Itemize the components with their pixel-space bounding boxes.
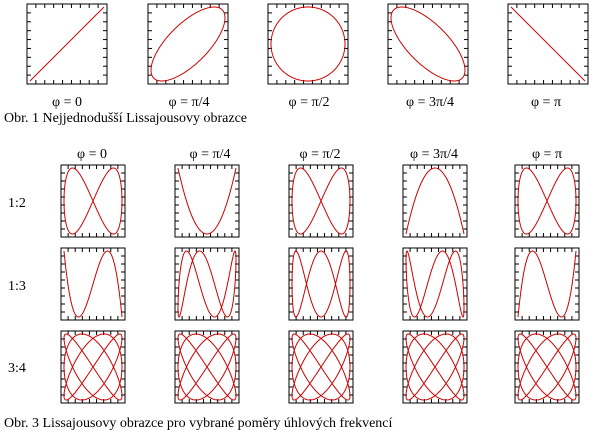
- figure3-panel-r2-c3-frame: [402, 330, 468, 404]
- figure3-panel-r2-c3: [402, 330, 468, 404]
- figure3-panel-r2-c3-curve: [405, 333, 465, 401]
- figure1-panel-2-curve: [270, 6, 346, 82]
- figure3-panel-r2-c4-frame: [514, 330, 580, 404]
- figure3-col-label-4: φ = π: [532, 147, 562, 162]
- figure1-panel-0-curve: [29, 6, 105, 82]
- figure1-panel-4-curve: [510, 6, 586, 82]
- figure1-caption: Obr. 1 Nejjednodušší Lissajousovy obrazc…: [4, 111, 247, 126]
- figure3-panel-r0-c4: [514, 164, 580, 238]
- figure3-panel-r1-c4-ticks: [515, 248, 579, 320]
- figure3-panel-r1-c0: [60, 247, 126, 321]
- figure3-panel-r1-c1-ticks: [175, 248, 239, 320]
- figure3-caption: Obr. 3 Lissajousovy obrazce pro vybrané …: [4, 416, 392, 431]
- figure1-panel-1-curve: [150, 6, 226, 82]
- figure1-label-4: φ = π: [531, 95, 561, 110]
- figure3-panel-r0-c4-frame: [514, 164, 580, 238]
- figure3-row-labels: 1:2 1:3 3:4: [8, 196, 26, 376]
- figure1-panel-4-frame: [507, 3, 589, 85]
- figure3-panel-r0-c1-frame: [174, 164, 240, 238]
- figure1-labels: φ = 0 φ = π/4 φ = π/2 φ = 3π/4 φ = π: [52, 95, 561, 110]
- figure3-panel-r0-c2-curve: [291, 167, 351, 235]
- figure3-panel-r0-c4-curve: [517, 167, 577, 235]
- figure1-panel-3-ticks: [388, 4, 468, 84]
- figure1-panel-0-frame: [26, 3, 108, 85]
- figure1-label-1: φ = π/4: [169, 95, 210, 110]
- figure3-row-label-0: 1:2: [8, 196, 26, 211]
- figure3-col-label-3: φ = 3π/4: [410, 147, 458, 162]
- figure1-panel-3-curve: [390, 6, 466, 82]
- figure3-panel-r1-c1-frame: [174, 247, 240, 321]
- figure3-panel-r2-c0-frame: [60, 330, 126, 404]
- figure3-panel-r1-c0-frame: [60, 247, 126, 321]
- figure3-panel-r1-c4-curve: [517, 250, 577, 318]
- figure3-panel-r0-c0-curve: [63, 167, 123, 235]
- figure3-row-label-1: 1:3: [8, 279, 26, 294]
- figure3-panel-r1-c0-ticks: [61, 248, 125, 320]
- figure3-panel-r2-c2-curve: [291, 333, 351, 401]
- figure1-panel-1-frame: [147, 3, 229, 85]
- figure3-panel-r0-c2-frame: [288, 164, 354, 238]
- figure3-panel-r0-c1-curve: [177, 167, 237, 235]
- figure3-panel-r2-c1-frame: [174, 330, 240, 404]
- figure3-panel-r2-c4: [514, 330, 580, 404]
- figure3-panel-r0-c3: [402, 164, 468, 238]
- figure1-panel-2-ticks: [268, 4, 348, 84]
- figure1-panel-2-frame: [267, 3, 349, 85]
- figure3-panel-r1-c1-curve: [177, 250, 237, 318]
- figure3-panel-r1-c4: [514, 247, 580, 321]
- figure3-panel-r1-c3: [402, 247, 468, 321]
- figure3-panel-r1-c1: [174, 247, 240, 321]
- figure3-row-label-2: 3:4: [8, 361, 26, 376]
- figure1-panels: [26, 3, 589, 85]
- figure3-col-label-0: φ = 0: [77, 147, 107, 162]
- figure3-panel-r0-c1-ticks: [175, 165, 239, 237]
- figure3-panel-r1-c4-frame: [514, 247, 580, 321]
- figure3-col-label-1: φ = π/4: [190, 147, 231, 162]
- figure3-panel-r0-c3-curve: [405, 167, 465, 235]
- figure1-panel-1: [147, 3, 229, 85]
- figure3-panel-r1-c2: [288, 247, 354, 321]
- figure3-panel-r2-c1: [174, 330, 240, 404]
- figure3-panel-r1-c3-curve: [405, 250, 465, 318]
- figure1-panel-0-ticks: [27, 4, 107, 84]
- figure3-panel-r1-c3-frame: [402, 247, 468, 321]
- figure3-panel-r1-c0-curve: [63, 250, 123, 318]
- figure3-panel-r2-c1-curve: [177, 333, 237, 401]
- figure3-panel-r0-c0: [60, 164, 126, 238]
- figure3-panel-r0-c3-frame: [402, 164, 468, 238]
- figure3-panel-r2-c2: [288, 330, 354, 404]
- figure1-label-2: φ = π/2: [289, 95, 330, 110]
- figure3-panel-r1-c2-curve: [291, 250, 351, 318]
- figure3-panel-r1-c2-ticks: [289, 248, 353, 320]
- figure1-label-3: φ = 3π/4: [406, 95, 454, 110]
- figure3-col-label-2: φ = π/2: [300, 147, 341, 162]
- figure3-panel-r0-c0-frame: [60, 164, 126, 238]
- figure3-column-labels: φ = 0 φ = π/4 φ = π/2 φ = 3π/4 φ = π: [77, 147, 562, 162]
- figure1-panel-4-ticks: [508, 4, 588, 84]
- figure1-panel-0: [26, 3, 108, 85]
- figure1-panel-3-frame: [387, 3, 469, 85]
- figure1-panel-3: [387, 3, 469, 85]
- figure3-panel-r2-c2-frame: [288, 330, 354, 404]
- figure3-panel-r2-c0: [60, 330, 126, 404]
- figure3-panel-r0-c3-ticks: [403, 165, 467, 237]
- figure3-panel-r0-c1: [174, 164, 240, 238]
- figure3-panels: [60, 164, 580, 404]
- figure1-panel-4: [507, 3, 589, 85]
- figure3-panel-r2-c4-curve: [517, 333, 577, 401]
- figure1-panel-1-ticks: [148, 4, 228, 84]
- figure1-panel-2: [267, 3, 349, 85]
- figure3-panel-r1-c3-ticks: [403, 248, 467, 320]
- figure3-panel-r2-c0-curve: [63, 333, 123, 401]
- figure3-panel-r1-c2-frame: [288, 247, 354, 321]
- figure1-label-0: φ = 0: [52, 95, 82, 110]
- figure3-panel-r0-c2: [288, 164, 354, 238]
